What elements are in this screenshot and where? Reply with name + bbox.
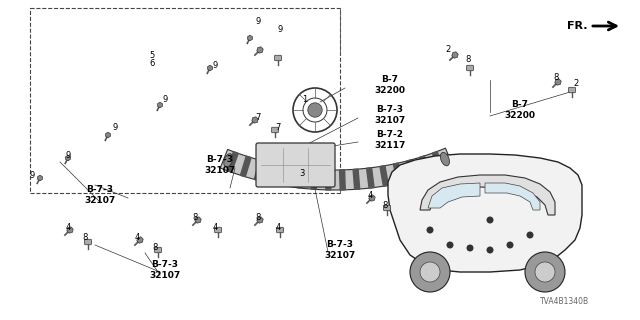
Text: B-7
32200: B-7 32200 <box>504 100 536 120</box>
FancyBboxPatch shape <box>276 227 284 233</box>
Circle shape <box>527 231 534 238</box>
Polygon shape <box>248 35 252 41</box>
Text: B-7-3
32107: B-7-3 32107 <box>324 240 356 260</box>
Text: 9: 9 <box>113 124 118 132</box>
Polygon shape <box>252 117 258 123</box>
FancyBboxPatch shape <box>256 143 335 187</box>
Polygon shape <box>380 166 388 186</box>
Text: 4: 4 <box>275 223 280 233</box>
Ellipse shape <box>440 152 449 166</box>
Text: B-7-3
32107: B-7-3 32107 <box>84 185 116 205</box>
Text: 9: 9 <box>163 95 168 105</box>
FancyBboxPatch shape <box>568 87 575 93</box>
Text: 8: 8 <box>465 55 470 65</box>
Polygon shape <box>369 195 375 201</box>
Polygon shape <box>353 169 360 189</box>
Text: 4: 4 <box>212 223 218 233</box>
Text: TVA4B1340B: TVA4B1340B <box>540 298 589 307</box>
Polygon shape <box>227 152 238 172</box>
Text: 8: 8 <box>255 213 260 222</box>
Text: 4: 4 <box>134 234 140 243</box>
Text: 7: 7 <box>255 114 260 123</box>
Polygon shape <box>394 163 403 184</box>
Polygon shape <box>311 169 317 189</box>
Polygon shape <box>106 132 111 138</box>
Polygon shape <box>65 155 70 161</box>
Circle shape <box>506 242 513 249</box>
Polygon shape <box>257 47 263 53</box>
Text: 9: 9 <box>277 26 283 35</box>
Polygon shape <box>257 217 263 223</box>
Text: 9: 9 <box>29 171 35 180</box>
Polygon shape <box>326 170 331 190</box>
Circle shape <box>308 103 322 117</box>
Text: B-7-3
32107: B-7-3 32107 <box>374 105 406 125</box>
Text: 9: 9 <box>255 18 260 27</box>
Text: B-7-3
32107: B-7-3 32107 <box>204 155 236 175</box>
Text: 9: 9 <box>212 60 218 69</box>
Polygon shape <box>420 156 431 176</box>
Polygon shape <box>406 160 417 180</box>
Polygon shape <box>420 175 555 215</box>
Text: B-7-2
32117: B-7-2 32117 <box>374 130 406 150</box>
Polygon shape <box>268 163 277 184</box>
Polygon shape <box>195 217 201 223</box>
Text: 1: 1 <box>302 95 308 105</box>
Text: 4: 4 <box>65 223 70 233</box>
Circle shape <box>426 227 433 234</box>
Polygon shape <box>428 183 480 208</box>
Circle shape <box>447 242 454 249</box>
Text: B-7
32200: B-7 32200 <box>374 75 406 95</box>
FancyBboxPatch shape <box>271 127 278 133</box>
Text: 2: 2 <box>445 45 451 54</box>
FancyBboxPatch shape <box>214 227 221 233</box>
Text: 7: 7 <box>275 124 281 132</box>
Polygon shape <box>157 102 163 108</box>
Bar <box>30 8 340 193</box>
Circle shape <box>525 252 565 292</box>
Text: 3: 3 <box>300 169 305 178</box>
Polygon shape <box>254 160 264 180</box>
FancyBboxPatch shape <box>467 65 474 71</box>
Polygon shape <box>137 237 143 243</box>
Text: 8: 8 <box>382 201 388 210</box>
Polygon shape <box>367 168 374 188</box>
Circle shape <box>420 262 440 282</box>
Text: 8: 8 <box>192 213 198 222</box>
Polygon shape <box>38 175 42 181</box>
Circle shape <box>535 262 555 282</box>
Circle shape <box>486 246 493 253</box>
Polygon shape <box>207 65 212 71</box>
Polygon shape <box>555 79 561 85</box>
Text: 5: 5 <box>149 51 155 60</box>
FancyBboxPatch shape <box>154 247 161 253</box>
Circle shape <box>486 217 493 223</box>
Polygon shape <box>241 156 251 177</box>
FancyBboxPatch shape <box>84 239 92 245</box>
Polygon shape <box>388 154 582 272</box>
Polygon shape <box>283 166 291 186</box>
Polygon shape <box>297 168 304 188</box>
Circle shape <box>410 252 450 292</box>
Text: 8: 8 <box>554 74 559 83</box>
Polygon shape <box>452 52 458 58</box>
Polygon shape <box>485 183 540 210</box>
Polygon shape <box>67 227 73 233</box>
Text: 9: 9 <box>65 150 70 159</box>
Text: FR.: FR. <box>568 21 588 31</box>
Text: 6: 6 <box>149 59 155 68</box>
Text: 8: 8 <box>152 244 157 252</box>
Text: B-7-3
32107: B-7-3 32107 <box>149 260 180 280</box>
Circle shape <box>467 244 474 252</box>
Polygon shape <box>340 170 345 190</box>
FancyBboxPatch shape <box>275 55 282 61</box>
Text: 2: 2 <box>573 79 579 89</box>
FancyBboxPatch shape <box>383 205 390 211</box>
Ellipse shape <box>224 154 233 167</box>
Polygon shape <box>220 148 453 190</box>
Text: 4: 4 <box>367 190 372 199</box>
Polygon shape <box>433 151 444 172</box>
Text: 8: 8 <box>83 234 88 243</box>
